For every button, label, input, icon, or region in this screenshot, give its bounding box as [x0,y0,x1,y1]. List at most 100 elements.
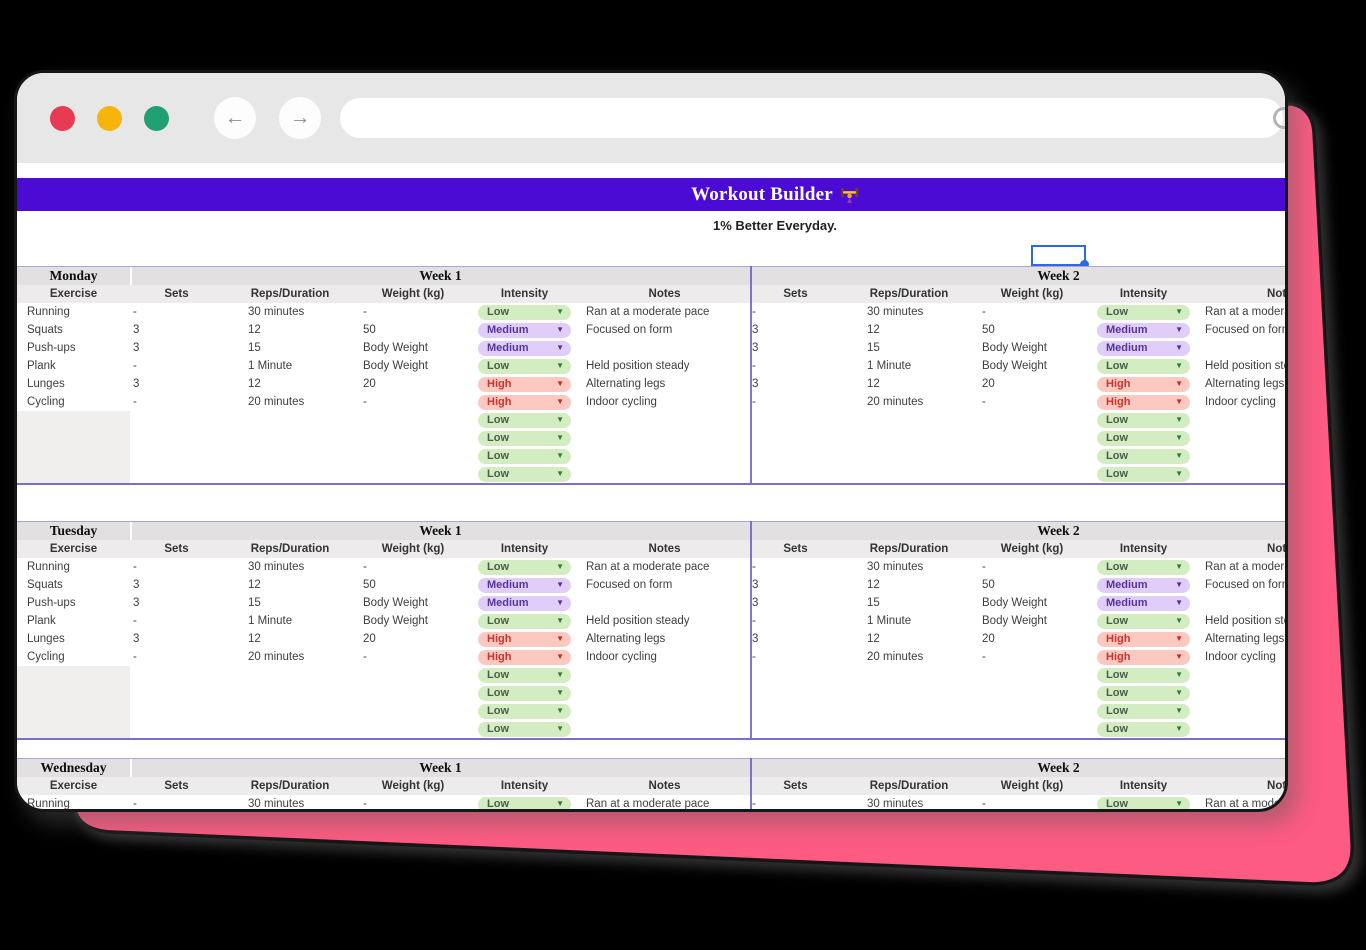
weight-cell-week1[interactable]: 20 [363,378,376,390]
exercise-cell[interactable]: Plank [27,360,56,372]
weight-cell-week1[interactable]: 20 [363,633,376,645]
intensity-dropdown-week2[interactable]: Low ▼ [1097,613,1190,629]
sets-cell-week2[interactable]: - [752,561,756,573]
exercise-cell[interactable]: Squats [27,579,63,591]
reps-duration-cell-week2[interactable]: 30 minutes [867,306,924,318]
url-bar[interactable] [340,98,1283,138]
sets-cell-week2[interactable]: 3 [752,597,759,609]
intensity-dropdown-week1[interactable]: Low ▼ [478,358,571,374]
sets-cell-week2[interactable]: - [752,651,756,663]
intensity-dropdown-week2[interactable]: High ▼ [1097,394,1190,410]
intensity-dropdown-week2[interactable]: Low ▼ [1097,466,1190,482]
notes-cell-week1[interactable]: Ran at a moderate pace [586,306,710,318]
notes-cell-week2[interactable]: Focused on form [1205,579,1288,591]
weight-cell-week1[interactable]: 50 [363,324,376,336]
notes-cell-week2[interactable]: Held position steady [1205,615,1285,627]
exercise-cell[interactable]: Running [27,798,70,810]
exercise-cell[interactable] [17,684,130,702]
sets-cell-week1[interactable]: - [133,651,137,663]
intensity-dropdown-week2[interactable]: Low ▼ [1097,721,1190,737]
notes-cell-week1[interactable]: Held position steady [586,360,690,372]
reps-duration-cell-week2[interactable]: 30 minutes [867,561,924,573]
intensity-dropdown-week2[interactable]: High ▼ [1097,649,1190,665]
notes-cell-week2[interactable]: Alternating legs [1205,633,1285,645]
weight-cell-week2[interactable]: - [982,798,986,810]
exercise-cell[interactable] [17,720,130,738]
exercise-cell[interactable]: Lunges [27,378,65,390]
reps-duration-cell-week1[interactable]: 20 minutes [248,651,305,663]
notes-cell-week2[interactable]: Ran at a moderate pace [1205,798,1285,810]
intensity-dropdown-week1[interactable]: Medium ▼ [478,322,571,338]
intensity-dropdown-week2[interactable]: Low ▼ [1097,667,1190,683]
weight-cell-week2[interactable]: Body Weight [982,597,1047,609]
sets-cell-week1[interactable]: 3 [133,633,140,645]
weight-cell-week1[interactable]: Body Weight [363,597,428,609]
intensity-dropdown-week2[interactable]: Low ▼ [1097,559,1190,575]
sets-cell-week2[interactable]: - [752,396,756,408]
intensity-dropdown-week2[interactable]: Low ▼ [1097,412,1190,428]
reps-duration-cell-week1[interactable]: 15 [248,342,261,354]
reps-duration-cell-week1[interactable]: 12 [248,324,261,336]
reps-duration-cell-week1[interactable]: 15 [248,597,261,609]
sets-cell-week1[interactable]: 3 [133,597,140,609]
notes-cell-week1[interactable]: Focused on form [586,579,673,591]
weight-cell-week1[interactable]: - [363,561,367,573]
weight-cell-week2[interactable]: - [982,651,986,663]
reps-duration-cell-week2[interactable]: 20 minutes [867,651,924,663]
intensity-dropdown-week1[interactable]: Low ▼ [478,613,571,629]
intensity-dropdown-week1[interactable]: Medium ▼ [478,577,571,593]
notes-cell-week2[interactable]: Alternating legs [1205,378,1285,390]
exercise-cell[interactable]: Squats [27,324,63,336]
notes-cell-week1[interactable]: Alternating legs [586,633,666,645]
reps-duration-cell-week1[interactable]: 30 minutes [248,561,305,573]
sets-cell-week1[interactable]: - [133,360,137,372]
exercise-cell[interactable] [17,447,130,465]
intensity-dropdown-week1[interactable]: High ▼ [478,376,571,392]
intensity-dropdown-week2[interactable]: Low ▼ [1097,304,1190,320]
intensity-dropdown-week1[interactable]: Low ▼ [478,703,571,719]
intensity-dropdown-week1[interactable]: Medium ▼ [478,595,571,611]
notes-cell-week1[interactable]: Held position steady [586,615,690,627]
notes-cell-week1[interactable]: Focused on form [586,324,673,336]
sets-cell-week1[interactable]: - [133,615,137,627]
reps-duration-cell-week2[interactable]: 1 Minute [867,615,912,627]
sets-cell-week2[interactable]: - [752,306,756,318]
intensity-dropdown-week1[interactable]: Low ▼ [478,412,571,428]
reps-duration-cell-week1[interactable]: 12 [248,579,261,591]
selection-fill-handle[interactable] [1080,260,1089,269]
intensity-dropdown-week1[interactable]: Low ▼ [478,466,571,482]
intensity-dropdown-week1[interactable]: Low ▼ [478,685,571,701]
exercise-cell[interactable]: Plank [27,615,56,627]
intensity-dropdown-week2[interactable]: Low ▼ [1097,685,1190,701]
sets-cell-week2[interactable]: 3 [752,342,759,354]
reps-duration-cell-week1[interactable]: 1 Minute [248,615,293,627]
intensity-dropdown-week2[interactable]: Medium ▼ [1097,595,1190,611]
sets-cell-week1[interactable]: - [133,306,137,318]
notes-cell-week2[interactable]: Focused on form [1205,324,1288,336]
back-button[interactable]: ← [214,97,256,139]
weight-cell-week2[interactable]: Body Weight [982,615,1047,627]
weight-cell-week2[interactable]: 50 [982,324,995,336]
weight-cell-week1[interactable]: - [363,798,367,810]
intensity-dropdown-week1[interactable]: Low ▼ [478,667,571,683]
exercise-cell[interactable]: Running [27,306,70,318]
weight-cell-week2[interactable]: 20 [982,633,995,645]
search-icon[interactable] [1273,107,1285,129]
weight-cell-week2[interactable]: Body Weight [982,360,1047,372]
exercise-cell[interactable]: Lunges [27,633,65,645]
sets-cell-week2[interactable]: 3 [752,633,759,645]
reps-duration-cell-week2[interactable]: 12 [867,324,880,336]
intensity-dropdown-week2[interactable]: Low ▼ [1097,796,1190,809]
sets-cell-week2[interactable]: 3 [752,579,759,591]
sets-cell-week1[interactable]: 3 [133,342,140,354]
exercise-cell[interactable]: Cycling [27,396,65,408]
weight-cell-week1[interactable]: Body Weight [363,615,428,627]
notes-cell-week1[interactable]: Ran at a moderate pace [586,798,710,810]
intensity-dropdown-week1[interactable]: Low ▼ [478,559,571,575]
reps-duration-cell-week1[interactable]: 12 [248,378,261,390]
intensity-dropdown-week1[interactable]: Medium ▼ [478,340,571,356]
intensity-dropdown-week2[interactable]: Low ▼ [1097,703,1190,719]
reps-duration-cell-week2[interactable]: 12 [867,378,880,390]
reps-duration-cell-week1[interactable]: 12 [248,633,261,645]
weight-cell-week2[interactable]: - [982,396,986,408]
